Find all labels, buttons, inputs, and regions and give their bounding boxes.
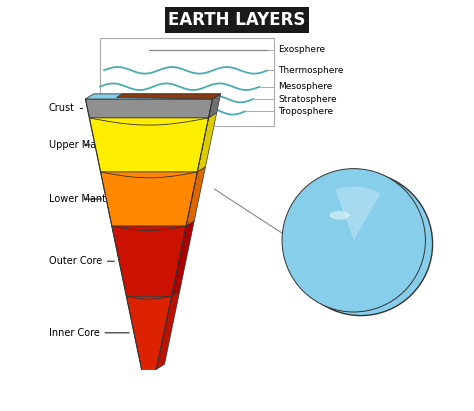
Polygon shape: [90, 118, 209, 172]
Text: EARTH LAYERS: EARTH LAYERS: [168, 11, 306, 29]
Text: Inner Core: Inner Core: [48, 328, 129, 338]
Polygon shape: [127, 296, 172, 369]
Text: Outer Core: Outer Core: [48, 256, 114, 266]
Circle shape: [328, 215, 379, 266]
Polygon shape: [172, 221, 194, 296]
Polygon shape: [112, 226, 186, 296]
Polygon shape: [117, 94, 220, 99]
Circle shape: [282, 169, 426, 312]
Polygon shape: [209, 94, 220, 118]
Text: Troposphere: Troposphere: [278, 107, 333, 116]
Text: Thermosphere: Thermosphere: [278, 66, 344, 75]
Text: Stratosphere: Stratosphere: [278, 95, 337, 104]
Polygon shape: [85, 99, 212, 118]
Polygon shape: [335, 187, 381, 240]
Polygon shape: [100, 172, 197, 226]
Circle shape: [295, 182, 412, 299]
Circle shape: [339, 226, 368, 255]
Circle shape: [312, 199, 395, 282]
Text: Upper Mantle: Upper Mantle: [48, 140, 115, 150]
Text: Exosphere: Exosphere: [278, 45, 325, 54]
Text: Mesosphere: Mesosphere: [278, 82, 332, 91]
Polygon shape: [197, 113, 217, 172]
Polygon shape: [156, 291, 180, 369]
Ellipse shape: [289, 172, 433, 316]
Polygon shape: [85, 94, 220, 99]
Text: Crust: Crust: [48, 104, 82, 113]
Ellipse shape: [329, 211, 349, 219]
Polygon shape: [186, 167, 205, 226]
Text: Lower Mantle: Lower Mantle: [48, 194, 114, 204]
